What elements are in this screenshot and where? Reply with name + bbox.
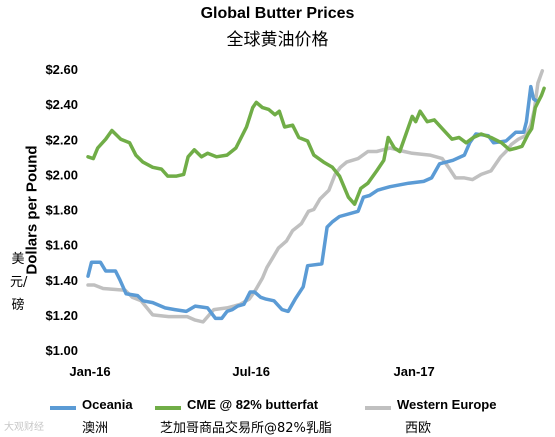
y-tick-label: $1.60 — [45, 238, 78, 253]
chart-subtitle: 全球黄油价格 — [226, 30, 329, 50]
legend-swatch-cme — [155, 406, 181, 410]
y-tick-label: $1.20 — [45, 308, 78, 323]
legend-label-cme: CME @ 82% butterfat — [187, 397, 319, 412]
legend-swatch-oceania — [50, 406, 76, 410]
x-tick-label: Jan-16 — [69, 364, 110, 379]
chart-title: Global Butter Prices — [200, 5, 355, 22]
series-line-cme-82-butterfat — [86, 86, 546, 206]
y-tick-label: $1.00 — [45, 343, 78, 358]
series-lines — [86, 69, 546, 324]
x-tick-label: Jul-16 — [232, 364, 270, 379]
legend-label-western-europe: Western Europe — [397, 397, 497, 412]
legend-label-cme-zh: 芝加哥商品交易所@82%乳脂 — [160, 421, 332, 436]
x-tick-label: Jan-17 — [394, 364, 435, 379]
watermark-logo: 大观财经 — [4, 422, 44, 433]
series-line-oceania — [86, 84, 538, 321]
y-tick-label: $1.80 — [45, 203, 78, 218]
x-axis-ticks: Jan-16 Jul-16 Jan-17 — [69, 364, 434, 379]
y-axis-label-zh: 美元/磅 — [10, 252, 28, 313]
legend-label-oceania-zh: 澳洲 — [82, 421, 109, 436]
legend-label-western-europe-zh: 西欧 — [405, 421, 432, 436]
y-tick-label: $2.20 — [45, 132, 78, 147]
series-line-western-europe — [86, 69, 545, 324]
chart-legend: Oceania 澳洲 CME @ 82% butterfat 芝加哥商品交易所@… — [0, 396, 555, 436]
y-axis-ticks: $1.00 $1.20 $1.40 $1.60 $1.80 $2.00 $2.20 $2.40… — [45, 62, 78, 358]
y-tick-label: $2.40 — [45, 97, 78, 112]
y-tick-label: $2.00 — [45, 167, 78, 182]
legend-swatch-western-europe — [365, 406, 391, 410]
y-tick-label: $2.60 — [45, 62, 78, 77]
legend-label-oceania: Oceania — [82, 397, 133, 412]
y-tick-label: $1.40 — [45, 273, 78, 288]
